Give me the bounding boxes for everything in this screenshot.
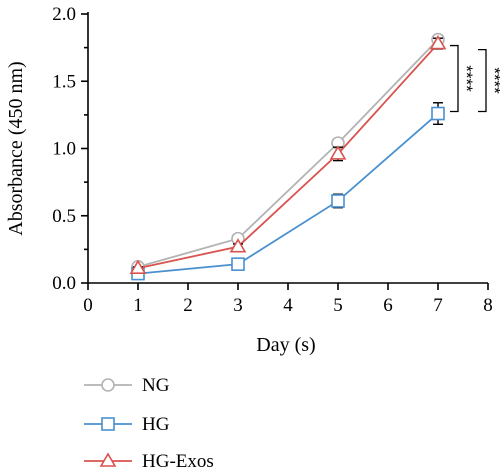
legend-label: HG: [142, 414, 170, 435]
series-line: [137, 42, 439, 270]
legend-label: HG-Exos: [142, 451, 214, 472]
y-tick-label: 0.5: [52, 206, 76, 227]
series-layer: [129, 32, 447, 281]
x-tick-label: 3: [233, 295, 243, 316]
x-tick-label: 5: [333, 295, 343, 316]
significance-brackets: **** ****: [450, 44, 500, 113]
x-tick-label: 4: [283, 295, 293, 316]
legend-entry-hg: HG: [84, 414, 170, 435]
data-point: [431, 106, 445, 121]
legend: NG HG HG-Exos: [84, 375, 214, 472]
x-tick-label: 8: [483, 295, 493, 316]
y-axis-title: Absorbance (450 nm): [5, 61, 27, 235]
legend-marker: [99, 452, 117, 467]
series-ng: [131, 32, 445, 274]
significance-bracket: [478, 48, 487, 113]
series-line: [137, 112, 439, 275]
y-tick-label: 0.0: [52, 273, 76, 294]
x-axis-title: Day (s): [256, 334, 315, 356]
y-tick-label: 1.5: [52, 71, 76, 92]
series-line: [137, 38, 439, 268]
data-point: [129, 259, 147, 275]
data-point: [329, 145, 347, 160]
significance-label: ****: [457, 65, 476, 92]
axes: 0.0 0.5 1.0 1.5 2.0 0 1 2 3 4 5 6 7 8 Day (s) Absorbanc…: [5, 4, 493, 356]
legend-marker: [101, 378, 115, 392]
y-tick-label: 1.0: [52, 139, 76, 160]
significance-bracket: [450, 44, 459, 113]
x-tick-label: 7: [433, 295, 443, 316]
legend-label: NG: [142, 375, 170, 396]
y-tick-label: 2.0: [52, 4, 76, 25]
x-tick-label: 2: [183, 295, 193, 316]
data-point: [229, 238, 247, 253]
x-tick-label: 6: [383, 295, 393, 316]
series-hg-exos: [129, 35, 447, 275]
x-tick-label: 1: [133, 295, 143, 316]
data-point: [231, 257, 245, 271]
data-point: [429, 35, 447, 50]
legend-marker: [101, 417, 115, 431]
legend-entry-ng: NG: [84, 375, 170, 396]
data-point: [331, 194, 345, 208]
legend-entry-hg-exos: HG-Exos: [84, 451, 214, 472]
x-tick-label: 0: [83, 295, 93, 316]
significance-label: ****: [485, 67, 500, 94]
